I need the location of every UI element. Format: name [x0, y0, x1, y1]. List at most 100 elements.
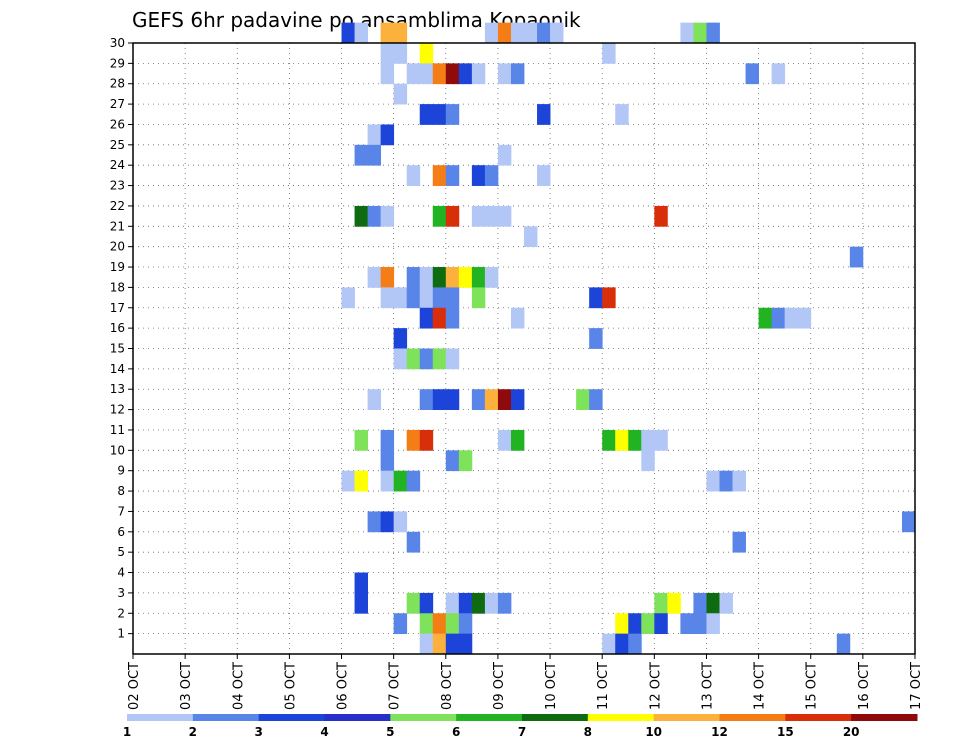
precip-cell [432, 267, 447, 288]
precip-cell [380, 124, 395, 146]
precip-cell [497, 63, 512, 85]
precip-cell [641, 450, 655, 472]
precip-cell [706, 592, 720, 614]
y-tick-label: 15 [110, 342, 125, 356]
y-tick-label: 24 [110, 158, 125, 172]
precip-cell [484, 165, 499, 186]
precip-cell [602, 633, 616, 655]
y-tick-label: 17 [110, 301, 125, 315]
x-tick-label: 16 OCT [857, 662, 872, 710]
precip-cell [510, 307, 525, 329]
precip-cell [393, 43, 408, 64]
colorbar-swatch [324, 714, 391, 721]
precip-cell [393, 613, 408, 635]
y-tick-label: 6 [117, 525, 125, 539]
y-tick-label: 22 [110, 199, 125, 213]
precip-cell [693, 613, 707, 635]
precip-cell [380, 43, 395, 64]
precip-cell [445, 165, 460, 186]
precip-cell [354, 470, 368, 492]
x-tick-label: 03 OCT [179, 662, 194, 710]
precip-cell [445, 287, 460, 309]
colorbar-swatch [653, 714, 720, 721]
y-tick-label: 10 [110, 443, 125, 457]
colorbar-swatch [390, 714, 457, 721]
precip-cell [354, 429, 368, 451]
precip-cell [419, 613, 434, 635]
precip-cell [393, 328, 408, 349]
precip-cell [445, 592, 460, 614]
precip-cell [406, 165, 421, 186]
colorbar-label: 6 [452, 725, 460, 739]
precip-cell [510, 429, 525, 451]
precip-cell [484, 22, 499, 44]
precip-cell [849, 246, 864, 268]
precip-cell [550, 22, 564, 44]
x-tick-label: 11 OCT [596, 662, 611, 710]
precip-cell [445, 613, 460, 635]
precip-cell [510, 389, 525, 410]
precip-cell [393, 83, 408, 105]
y-tick-label: 5 [117, 545, 125, 559]
precip-cell [471, 592, 486, 614]
precip-cell [432, 613, 447, 635]
precip-cell [693, 592, 707, 614]
colorbar-swatch [522, 714, 589, 721]
precip-cell [758, 307, 773, 329]
x-tick-label: 07 OCT [388, 662, 403, 710]
precip-cell [576, 389, 590, 410]
precip-cell [706, 613, 720, 635]
precip-cell [354, 205, 368, 227]
colorbar-swatch [587, 714, 655, 721]
precip-cell [680, 22, 694, 44]
x-tick-label: 04 OCT [231, 662, 246, 710]
precip-cell [458, 450, 473, 472]
colorbar-label: 10 [645, 725, 662, 739]
y-tick-label: 9 [117, 464, 125, 478]
y-tick-label: 28 [110, 77, 125, 91]
precip-cell [432, 389, 447, 410]
precip-cell [406, 287, 421, 309]
precip-cell [510, 22, 525, 44]
precip-cell [458, 267, 473, 288]
precip-cell [602, 43, 616, 64]
precip-cell [471, 205, 486, 227]
precip-cell [445, 267, 460, 288]
x-tick-label: 17 OCT [909, 662, 924, 710]
y-tick-label: 18 [110, 280, 125, 294]
precip-cell [497, 429, 512, 451]
precip-cell [393, 22, 408, 44]
precip-cell [367, 205, 382, 227]
precip-cell [432, 307, 447, 329]
colorbar-label: 8 [584, 725, 592, 739]
precip-cell [628, 633, 642, 655]
precip-cell [445, 307, 460, 329]
precip-cell [497, 22, 512, 44]
precip-cell [445, 205, 460, 227]
precip-cell [419, 43, 434, 64]
precip-cell [641, 429, 655, 451]
precip-cell [445, 348, 460, 370]
y-tick-label: 26 [110, 117, 125, 131]
y-tick-label: 30 [110, 36, 125, 50]
x-tick-label: 12 OCT [648, 662, 663, 710]
x-tick-label: 14 OCT [753, 662, 768, 710]
precip-cell [836, 633, 851, 655]
precip-cell [615, 613, 629, 635]
x-tick-label: 06 OCT [336, 662, 351, 710]
precip-cell [419, 63, 434, 85]
precip-cell [471, 63, 486, 85]
precip-cell [471, 389, 486, 410]
precip-cell [393, 287, 408, 309]
precip-cell [471, 287, 486, 309]
precip-cell [419, 267, 434, 288]
precip-cell [471, 165, 486, 186]
colorbar-swatch [719, 714, 786, 721]
precip-cell [628, 613, 642, 635]
precip-cell [432, 205, 447, 227]
precip-cell [537, 104, 551, 125]
precip-cell [615, 429, 629, 451]
precip-cell [615, 104, 629, 125]
precip-cell [458, 592, 473, 614]
